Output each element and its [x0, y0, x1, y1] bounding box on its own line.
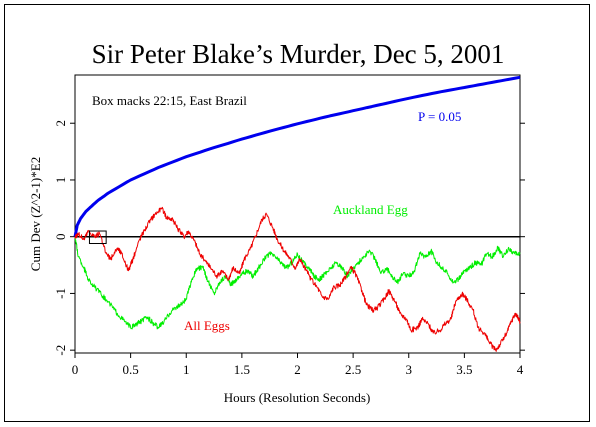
y-axis-label: Cum Dev (Z^2-1)*E2 — [28, 157, 43, 271]
y-tick-label: 2 — [53, 120, 68, 127]
series-group — [73, 75, 521, 352]
event-box-marker — [88, 230, 107, 245]
series-line-auckland-egg — [74, 236, 521, 330]
x-tick-label: 0.5 — [123, 362, 139, 377]
series-line-p-0-05 — [73, 75, 521, 238]
x-tick-label: 4 — [517, 362, 524, 377]
y-tick-label: 1 — [53, 177, 68, 184]
chart-frame — [4, 4, 590, 422]
x-tick-label: 1.5 — [234, 362, 250, 377]
x-axis-label: Hours (Resolution Seconds) — [224, 390, 371, 405]
y-tick-label: -2 — [53, 345, 68, 356]
tick-marks — [70, 122, 525, 358]
p-label: P = 0.05 — [418, 109, 461, 124]
x-tick-label: 3.5 — [456, 362, 472, 377]
x-tick-label: 2.5 — [345, 362, 361, 377]
y-tick-label: 0 — [53, 233, 68, 240]
box-note: Box macks 22:15, East Brazil — [92, 93, 247, 108]
tick-labels: 0 0.5 1 1.5 2 2.5 3 3.5 4 -2 -1 0 1 2 — [53, 120, 524, 377]
chart-title: Sir Peter Blake’s Murder, Dec 5, 2001 — [92, 39, 505, 69]
x-tick-label: 2 — [294, 362, 301, 377]
x-tick-label: 0 — [72, 362, 79, 377]
y-tick-label: -1 — [53, 288, 68, 299]
auckland-egg-label: Auckland Egg — [333, 202, 408, 217]
x-tick-label: 3 — [406, 362, 413, 377]
series-line-all-eggs — [74, 206, 521, 352]
x-tick-label: 1 — [183, 362, 190, 377]
all-eggs-label: All Eggs — [184, 318, 230, 333]
